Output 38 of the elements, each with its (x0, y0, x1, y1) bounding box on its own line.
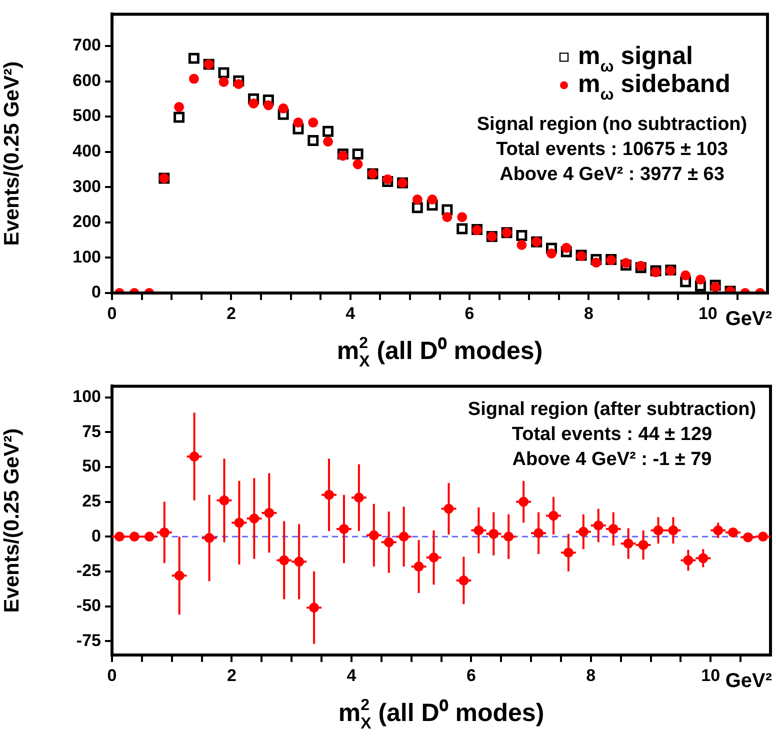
y-tick-label: 100 (72, 387, 101, 406)
y-tick-label: -75 (76, 630, 101, 650)
x-tick-label: 10 (698, 304, 718, 323)
y-tick-label: 75 (82, 422, 101, 441)
x-tick-label: 0 (107, 666, 117, 685)
y-tick-label: -25 (76, 561, 101, 580)
y-tick-label: 0 (92, 526, 101, 546)
x-tick-label: 2 (226, 666, 236, 685)
x-tick-label: 6 (464, 304, 474, 323)
x-tick-label: 6 (466, 666, 476, 685)
annotation: Signal region (after subtraction) (468, 399, 756, 420)
x-tick-label: 0 (107, 304, 117, 323)
annotation: Total events : 44 ± 129 (512, 424, 712, 445)
x-tick-label: 4 (346, 666, 357, 685)
y-axis-title: Events/(0.25 GeV²) (0, 61, 24, 246)
text: GeV² (725, 308, 772, 330)
x-tick-label: 8 (586, 666, 596, 685)
text: GeV² (725, 670, 772, 692)
x-tick-label: 4 (346, 304, 356, 323)
y-tick-label: 500 (72, 106, 101, 126)
y-tick-label: 0 (92, 282, 101, 302)
y-tick-label: 400 (72, 142, 101, 161)
y-tick-label: -50 (76, 596, 101, 615)
y-tick-label: 100 (72, 247, 101, 266)
x-tick-label: 2 (226, 304, 236, 323)
annotation: Above 4 GeV² : 3977 ± 63 (500, 164, 724, 185)
y-tick-label: 300 (72, 176, 101, 196)
y-tick-label: 50 (82, 456, 101, 476)
y-axis-title: Events/(0.25 GeV²) (0, 428, 24, 613)
y-tick-label: 200 (72, 212, 101, 232)
annotation: Total events : 10675 ± 103 (496, 139, 728, 160)
x-tick-label: 10 (701, 666, 720, 685)
annotation: Signal region (no subtraction) (476, 114, 748, 135)
annotation: Above 4 GeV² : -1 ± 79 (512, 449, 712, 470)
x-tick-label: 8 (584, 304, 594, 323)
y-tick-label: 25 (82, 491, 101, 510)
y-tick-label: 700 (72, 36, 101, 55)
y-tick-label: 600 (72, 70, 101, 90)
